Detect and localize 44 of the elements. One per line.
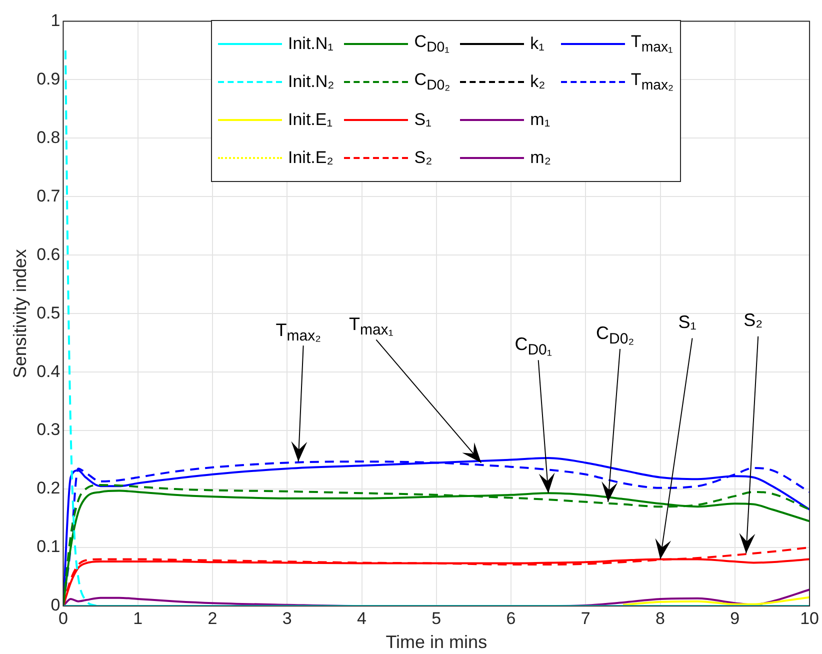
legend-label: k₁ [530, 34, 544, 54]
x-tick-label: 6 [506, 608, 516, 628]
y-tick-label: 0.4 [36, 362, 60, 381]
annotation: S₁ [678, 312, 696, 332]
y-axis-title: Sensitivity index [10, 249, 30, 378]
x-tick-label: 2 [208, 608, 218, 628]
legend-label: m₁ [530, 110, 550, 130]
line-series [622, 596, 810, 606]
legend-label: Init.E₁ [288, 110, 332, 130]
y-tick-label: 0.5 [36, 303, 60, 322]
x-tick-label: 1 [133, 608, 143, 628]
legend-label: Init.N₁ [288, 34, 334, 54]
annotation: C$_{D0₂}$ [596, 322, 634, 348]
y-tick-label: 0 [50, 596, 60, 615]
y-tick-label: 0.6 [36, 244, 60, 264]
legend-label: T$_{max₁}$ [630, 32, 673, 56]
legend-label: k₂ [530, 72, 546, 92]
x-tick-label: 8 [656, 608, 666, 628]
y-tick-label: 0.1 [36, 537, 60, 556]
x-tick-label: 7 [580, 608, 590, 628]
y-tick-label: 0.2 [36, 478, 60, 498]
legend-label: Init.E₂ [288, 148, 334, 168]
legend-label: S₁ [414, 110, 432, 130]
y-tick-label: 0.3 [36, 420, 60, 440]
y-tick-label: 0.7 [36, 186, 60, 206]
x-tick-label: 3 [282, 608, 292, 628]
legend-label: C$_{D0₂}$ [414, 70, 450, 94]
x-tick-label: 4 [357, 608, 366, 628]
x-tick-label: 10 [800, 608, 820, 628]
legend-label: S₂ [414, 148, 432, 168]
annotation: T$_{max₂}$ [276, 320, 321, 346]
annotation: S₂ [744, 310, 763, 330]
legend-label: T$_{max₂}$ [630, 70, 674, 94]
annotation: T$_{max₁}$ [348, 314, 394, 340]
annotation: C$_{D0₁}$ [514, 334, 552, 360]
legend-label: C$_{D0₁}$ [414, 32, 450, 56]
y-tick-label: 0.9 [36, 69, 60, 88]
legend-label: Init.N₂ [288, 72, 334, 92]
x-tick-label: 9 [730, 608, 740, 628]
x-tick-label: 5 [432, 608, 442, 628]
legend-label: m₂ [530, 148, 551, 168]
x-axis-title: Time in mins [386, 632, 488, 652]
y-tick-label: 0.8 [36, 128, 60, 147]
y-tick-label: 1 [50, 10, 60, 30]
